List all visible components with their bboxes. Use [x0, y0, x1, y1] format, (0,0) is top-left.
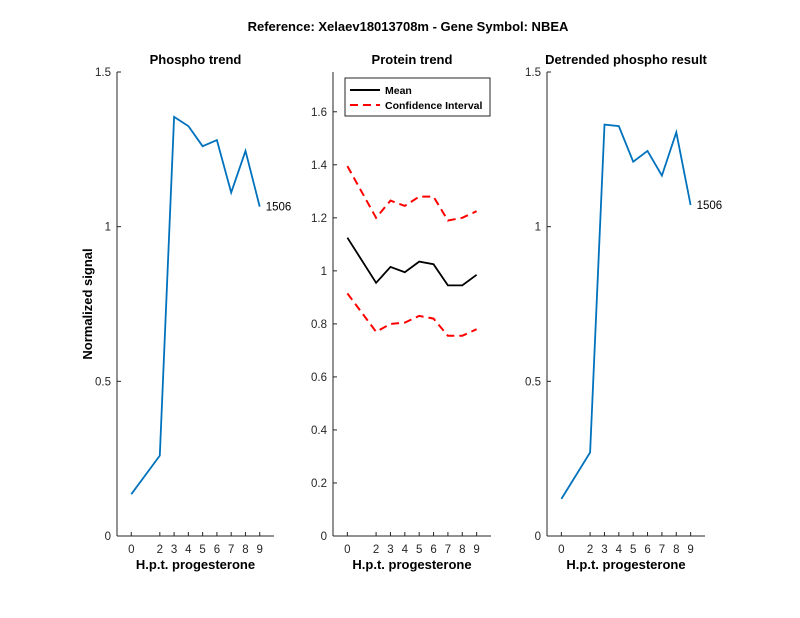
x-tick-label: 9	[257, 544, 263, 556]
x-tick-label: 0	[128, 544, 134, 556]
y-tick-label: 0.2	[311, 478, 327, 490]
x-tick-label: 9	[473, 544, 479, 556]
y-tick-label: 1	[535, 222, 541, 234]
x-tick-label: 0	[558, 544, 564, 556]
series-line-1	[560, 123, 692, 500]
x-tick-label: 3	[387, 544, 393, 556]
x-tick-label: 7	[228, 544, 234, 556]
y-tick-label: 1	[321, 266, 327, 278]
x-tick-label: 9	[687, 544, 693, 556]
x-tick-label: 3	[601, 544, 607, 556]
x-tick-label: 8	[673, 544, 679, 556]
chart-panel-1: 0 0.5 1 1.5 0 2 3 4 5 6 7 8 9 Phospho trend H.p.t. pro…	[80, 52, 291, 572]
point-annotation: 1506	[266, 202, 292, 214]
x-tick-label: 2	[587, 544, 593, 556]
x-tick-label: 4	[616, 544, 623, 556]
x-axis-label: H.p.t. progesterone	[136, 557, 255, 572]
legend-entry: Confidence Interval	[385, 100, 483, 112]
y-tick-label: 0.5	[95, 376, 111, 388]
y-tick-label: 1.6	[311, 107, 327, 119]
series-line-1	[130, 115, 261, 495]
y-tick-label: 1.2	[311, 213, 327, 225]
x-tick-label: 6	[644, 544, 650, 556]
x-tick-label: 6	[430, 544, 436, 556]
y-tick-label: 1.5	[525, 67, 541, 79]
point-annotation: 1506	[697, 200, 723, 212]
series-line-3	[346, 292, 478, 337]
x-tick-label: 3	[171, 544, 177, 556]
y-tick-label: 0.6	[311, 372, 327, 384]
x-tick-label: 2	[157, 544, 163, 556]
x-tick-label: 8	[459, 544, 465, 556]
y-tick-label: 0.8	[311, 319, 327, 331]
chart-title: Detrended phospho result	[545, 52, 707, 67]
chart-panel-3: 0 0.5 1 1.5 0 2 3 4 5 6 7 8 9 Detrended phospho resul…	[525, 52, 722, 572]
x-tick-label: 4	[185, 544, 192, 556]
legend-box	[344, 77, 491, 117]
x-tick-label: 5	[199, 544, 205, 556]
figure-suptitle: Reference: Xelaev18013708m - Gene Symbol…	[248, 19, 569, 34]
chart-title: Protein trend	[372, 52, 453, 67]
x-axis-label: H.p.t. progesterone	[352, 557, 471, 572]
y-tick-label: 0.5	[525, 376, 541, 388]
y-axis-label: Normalized signal	[80, 248, 95, 359]
chart-panel-2: 0 0.2 0.4 0.6 0.8 1 1.2 1.4 1.6 0 2 3 4 5 6 7 8 9 Protein …	[311, 52, 491, 572]
x-tick-label: 7	[445, 544, 451, 556]
y-tick-label: 0.4	[311, 425, 328, 437]
x-tick-label: 2	[373, 544, 379, 556]
y-tick-label: 0	[535, 531, 541, 543]
x-tick-label: 0	[344, 544, 350, 556]
y-tick-label: 1.4	[311, 160, 328, 172]
series-line-mean	[346, 237, 478, 287]
x-tick-label: 8	[242, 544, 248, 556]
legend-entry: Mean	[385, 85, 412, 97]
y-tick-label: 0	[321, 531, 327, 543]
x-tick-label: 6	[214, 544, 220, 556]
chart-title: Phospho trend	[150, 52, 242, 67]
x-axis-label: H.p.t. progesterone	[566, 557, 685, 572]
y-tick-label: 1.5	[95, 67, 111, 79]
x-tick-label: 4	[402, 544, 409, 556]
legend: Mean Confidence Interval	[344, 77, 491, 117]
y-tick-label: 1	[105, 222, 111, 234]
series-line-confidence-interval	[346, 165, 478, 222]
x-tick-label: 7	[659, 544, 665, 556]
y-tick-label: 0	[105, 531, 111, 543]
x-tick-label: 5	[630, 544, 636, 556]
x-tick-label: 5	[416, 544, 422, 556]
